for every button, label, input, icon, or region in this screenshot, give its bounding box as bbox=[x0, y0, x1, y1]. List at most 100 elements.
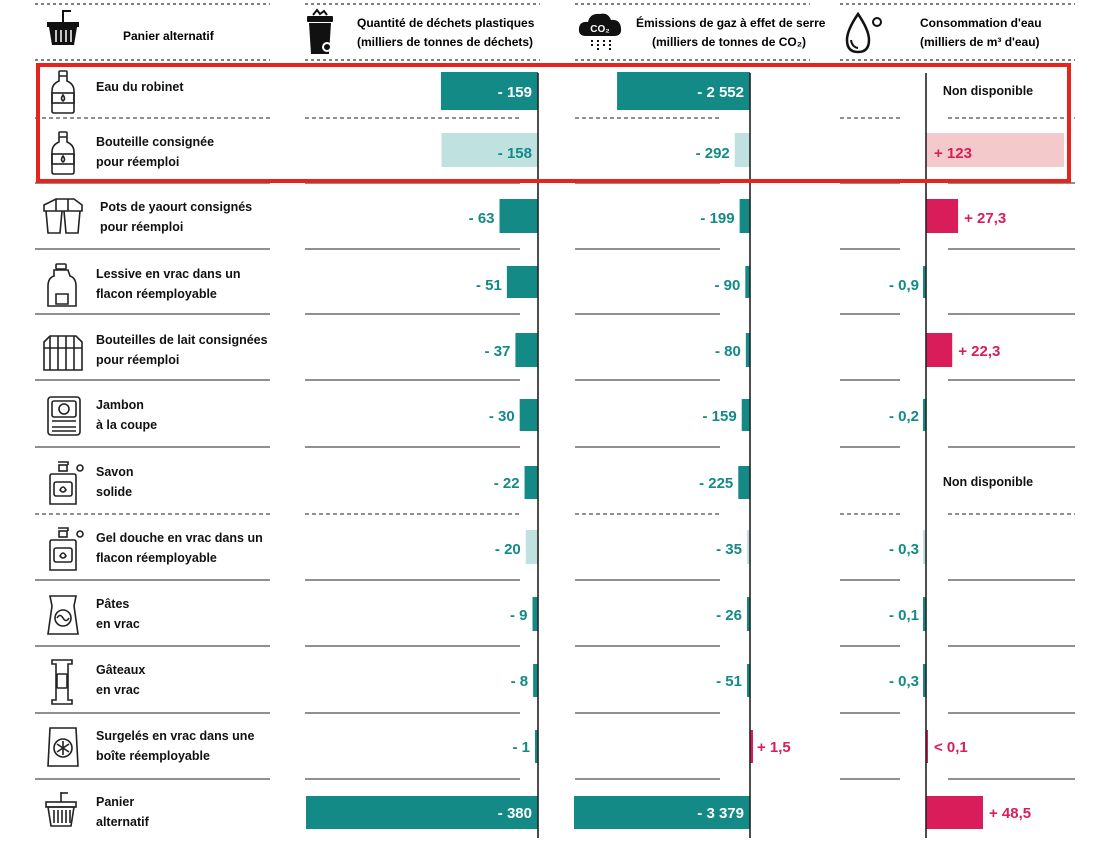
ghg-value-label: - 51 bbox=[716, 673, 742, 690]
waste-value-label: - 380 bbox=[498, 805, 532, 822]
waste-value-label: - 20 bbox=[495, 541, 521, 558]
ghg-bar bbox=[747, 664, 750, 697]
water-value-label: - 0,2 bbox=[889, 408, 919, 425]
ghg-bar bbox=[750, 730, 753, 763]
waste-value-label: - 30 bbox=[489, 408, 515, 425]
row-label: flacon réemployable bbox=[96, 287, 217, 301]
co2-cloud-icon: CO₂ bbox=[578, 13, 622, 50]
waste-bar bbox=[499, 199, 538, 233]
header-water-line2: (milliers de m³ d'eau) bbox=[920, 35, 1040, 49]
water-value-label: - 0,9 bbox=[889, 277, 919, 294]
row-label: à la coupe bbox=[96, 418, 157, 432]
water-value-label: < 0,1 bbox=[934, 739, 968, 756]
water-value-label: + 123 bbox=[934, 145, 972, 162]
ghg-value-label: - 35 bbox=[716, 541, 742, 558]
frozen-bag-icon bbox=[47, 727, 79, 767]
waste-bar bbox=[506, 266, 538, 298]
water-bar bbox=[926, 199, 959, 233]
rows-layer: Eau du robinet - 159 - 2 552 Non disponible… bbox=[35, 70, 1075, 829]
row-label: Gel douche en vrac dans un bbox=[96, 531, 263, 545]
water-bar bbox=[923, 266, 926, 298]
waste-bar bbox=[525, 530, 538, 564]
waste-bar bbox=[515, 333, 538, 367]
waste-value-label: - 22 bbox=[494, 475, 520, 492]
row-label: pour réemploi bbox=[100, 220, 183, 234]
row-label: Panier bbox=[96, 795, 134, 809]
row-label: alternatif bbox=[96, 815, 150, 829]
waste-value-label: - 9 bbox=[510, 607, 528, 624]
ghg-bar bbox=[745, 333, 750, 367]
waste-bar bbox=[441, 133, 538, 167]
ghg-value-label: - 2 552 bbox=[697, 84, 744, 101]
row-label: Pots de yaourt consignés bbox=[100, 200, 252, 214]
waste-value-label: - 51 bbox=[476, 277, 502, 294]
water-value-label: + 48,5 bbox=[989, 805, 1031, 822]
bottle-icon bbox=[51, 70, 75, 114]
waste-bar bbox=[440, 72, 538, 110]
water-value-label: - 0,1 bbox=[889, 607, 919, 624]
detergent-bottle-icon bbox=[47, 263, 77, 307]
ghg-value-label: - 90 bbox=[714, 277, 740, 294]
ghg-value-label: + 1,5 bbox=[757, 739, 791, 756]
water-na-label: Non disponible bbox=[943, 84, 1033, 98]
axes-layer bbox=[537, 73, 927, 838]
water-bar bbox=[926, 333, 953, 367]
row-label: Pâtes bbox=[96, 597, 129, 611]
soap-dispenser-icon bbox=[49, 461, 84, 505]
header-waste-line2: (milliers de tonnes de déchets) bbox=[357, 35, 533, 49]
water-value-label: - 0,3 bbox=[889, 673, 919, 690]
waste-value-label: - 159 bbox=[498, 84, 532, 101]
milk-bottles-icon bbox=[43, 335, 83, 371]
row-label: boîte réemployable bbox=[96, 749, 210, 763]
water-bar bbox=[923, 530, 926, 564]
trash-bin-icon bbox=[307, 8, 333, 54]
biscuit-pack-icon bbox=[51, 659, 73, 705]
waste-bar bbox=[532, 597, 538, 631]
yogurt-pots-icon bbox=[43, 198, 83, 234]
row-label: Savon bbox=[96, 465, 134, 479]
soap-dispenser-icon bbox=[49, 527, 84, 571]
water-value-label: + 22,3 bbox=[958, 343, 1000, 360]
waste-bar bbox=[524, 466, 538, 499]
co2-badge-text: CO₂ bbox=[590, 24, 609, 35]
ghg-value-label: - 159 bbox=[703, 408, 737, 425]
water-value-label: - 0,3 bbox=[889, 541, 919, 558]
ghg-bar bbox=[741, 399, 750, 431]
row-label: Surgelés en vrac dans une bbox=[96, 729, 254, 743]
ghg-bar bbox=[747, 597, 750, 631]
row-label: en vrac bbox=[96, 617, 140, 631]
header-basket-icon bbox=[47, 10, 79, 45]
ghg-bar bbox=[745, 266, 750, 298]
ghg-bar bbox=[574, 796, 750, 829]
ghg-bar bbox=[738, 466, 750, 499]
header-basket-label: Panier alternatif bbox=[123, 29, 215, 43]
row-label: Bouteilles de lait consignées bbox=[96, 333, 268, 347]
water-bar bbox=[926, 796, 983, 829]
pasta-bag-icon bbox=[47, 595, 79, 635]
water-na-label: Non disponible bbox=[943, 475, 1033, 489]
ghg-bar bbox=[734, 133, 750, 167]
bottle-icon bbox=[51, 131, 75, 175]
ghg-value-label: - 199 bbox=[700, 210, 734, 227]
water-bar bbox=[926, 133, 1064, 167]
water-bar bbox=[926, 730, 928, 763]
ghg-value-label: - 26 bbox=[716, 607, 742, 624]
row-label: en vrac bbox=[96, 683, 140, 697]
row-label: pour réemploi bbox=[96, 155, 179, 169]
header-water-line1: Consommation d'eau bbox=[920, 16, 1042, 30]
ghg-value-label: - 3 379 bbox=[697, 805, 744, 822]
water-drop-icon bbox=[845, 11, 882, 54]
header-ghg-line2: (milliers de tonnes de CO₂) bbox=[652, 35, 806, 49]
waste-bar bbox=[535, 730, 538, 763]
ghg-value-label: - 292 bbox=[696, 145, 730, 162]
ghg-value-label: - 225 bbox=[699, 475, 733, 492]
ghg-value-label: - 80 bbox=[715, 343, 741, 360]
water-bar bbox=[923, 664, 926, 697]
highlight-box bbox=[36, 63, 1071, 183]
ham-tray-icon bbox=[47, 396, 81, 436]
row-label: Lessive en vrac dans un bbox=[96, 267, 241, 281]
ghg-bar bbox=[739, 199, 750, 233]
ghg-bar bbox=[747, 530, 750, 564]
